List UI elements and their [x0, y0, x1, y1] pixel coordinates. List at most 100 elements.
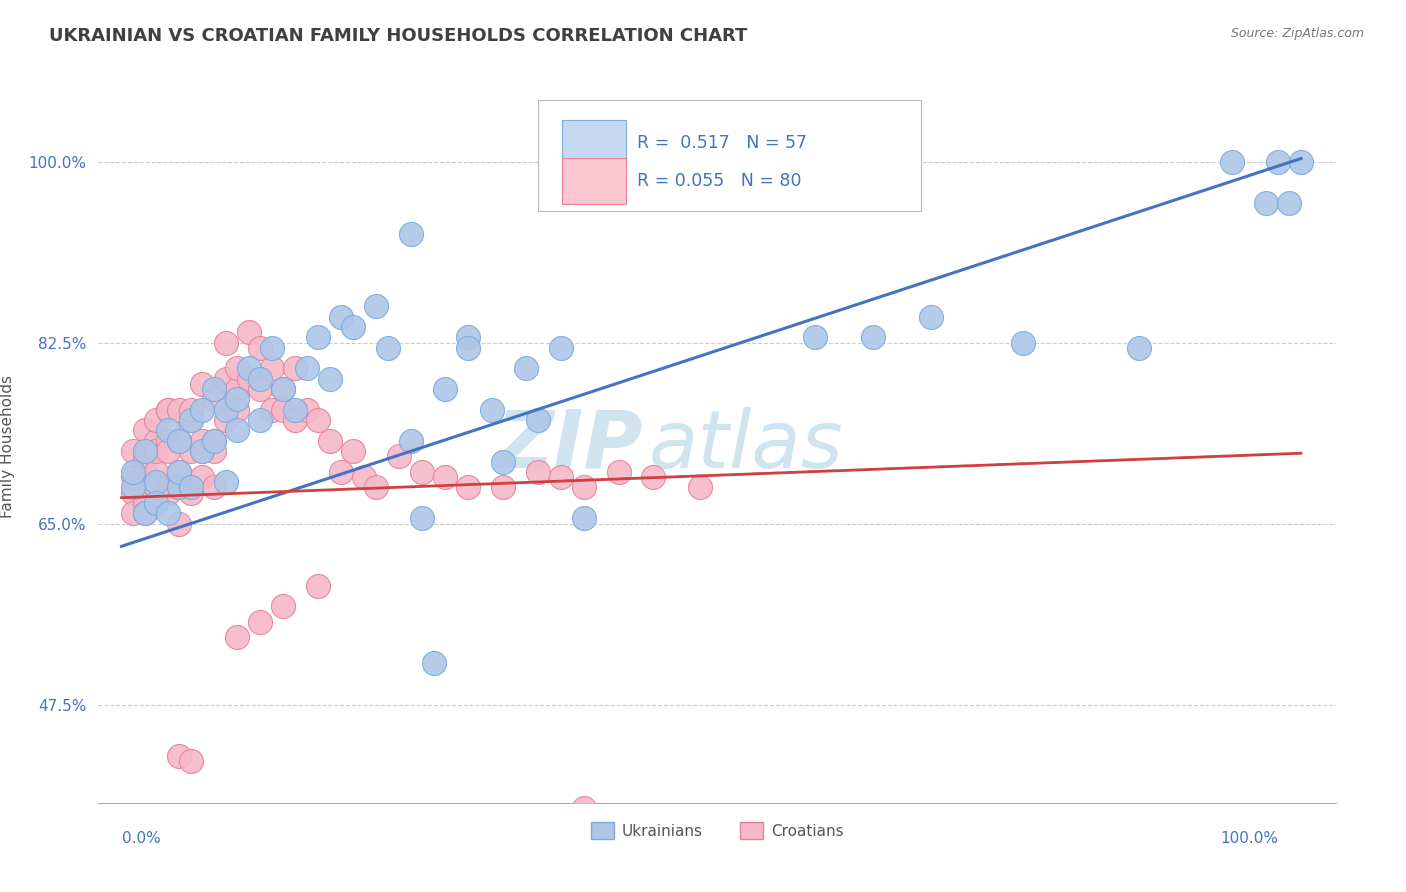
- Point: [214, 475, 236, 490]
- Point: [156, 444, 179, 458]
- Point: [202, 392, 225, 407]
- Point: [191, 444, 214, 458]
- Point: [804, 330, 827, 344]
- FancyBboxPatch shape: [562, 158, 626, 204]
- Point: [156, 424, 179, 438]
- Point: [249, 615, 271, 629]
- Point: [318, 372, 340, 386]
- Point: [169, 434, 191, 448]
- Point: [122, 485, 145, 500]
- Point: [238, 325, 260, 339]
- Point: [273, 599, 295, 614]
- Point: [1220, 154, 1243, 169]
- Point: [180, 480, 202, 494]
- Point: [226, 424, 249, 438]
- Point: [342, 320, 364, 334]
- Point: [572, 801, 595, 815]
- Point: [169, 516, 191, 531]
- Point: [156, 485, 179, 500]
- Point: [527, 465, 550, 479]
- Point: [307, 413, 329, 427]
- Point: [180, 413, 202, 427]
- Point: [607, 465, 630, 479]
- Text: Source: ZipAtlas.com: Source: ZipAtlas.com: [1230, 27, 1364, 40]
- Point: [145, 444, 167, 458]
- Point: [214, 413, 236, 427]
- Text: ZIP: ZIP: [495, 407, 643, 485]
- Point: [169, 402, 191, 417]
- Point: [134, 506, 156, 520]
- Point: [249, 413, 271, 427]
- Point: [457, 480, 479, 494]
- Point: [364, 299, 387, 313]
- Point: [330, 310, 353, 324]
- Point: [457, 330, 479, 344]
- Point: [249, 341, 271, 355]
- Point: [1012, 335, 1035, 350]
- FancyBboxPatch shape: [562, 120, 626, 166]
- Point: [481, 402, 503, 417]
- Text: UKRAINIAN VS CROATIAN FAMILY HOUSEHOLDS CORRELATION CHART: UKRAINIAN VS CROATIAN FAMILY HOUSEHOLDS …: [49, 27, 748, 45]
- Point: [920, 310, 942, 324]
- Point: [284, 361, 307, 376]
- Point: [145, 465, 167, 479]
- Point: [527, 413, 550, 427]
- Point: [202, 444, 225, 458]
- Point: [202, 382, 225, 396]
- Text: R =  0.517   N = 57: R = 0.517 N = 57: [637, 134, 807, 152]
- Point: [134, 465, 156, 479]
- Point: [330, 465, 353, 479]
- Point: [145, 496, 167, 510]
- Point: [1256, 196, 1278, 211]
- Point: [515, 361, 537, 376]
- Point: [249, 382, 271, 396]
- Point: [226, 382, 249, 396]
- Point: [156, 434, 179, 448]
- Point: [180, 485, 202, 500]
- Point: [134, 450, 156, 464]
- Point: [169, 749, 191, 764]
- Y-axis label: Family Households: Family Households: [0, 375, 14, 517]
- Point: [572, 511, 595, 525]
- Point: [134, 506, 156, 520]
- Point: [411, 465, 433, 479]
- Point: [180, 402, 202, 417]
- Point: [122, 444, 145, 458]
- Point: [1289, 154, 1312, 169]
- Point: [260, 341, 283, 355]
- Point: [180, 755, 202, 769]
- Point: [318, 434, 340, 448]
- Point: [122, 470, 145, 484]
- Point: [191, 376, 214, 391]
- Point: [295, 402, 318, 417]
- Text: 0.0%: 0.0%: [121, 831, 160, 847]
- Point: [238, 361, 260, 376]
- Point: [226, 392, 249, 407]
- Text: R = 0.055   N = 80: R = 0.055 N = 80: [637, 172, 801, 190]
- Point: [423, 656, 446, 670]
- Point: [1128, 341, 1150, 355]
- Point: [202, 480, 225, 494]
- Point: [434, 382, 457, 396]
- Point: [249, 372, 271, 386]
- Point: [492, 480, 515, 494]
- Point: [145, 434, 167, 448]
- Point: [1267, 154, 1289, 169]
- Point: [180, 413, 202, 427]
- Point: [862, 330, 884, 344]
- Point: [169, 434, 191, 448]
- Point: [238, 372, 260, 386]
- Point: [399, 434, 422, 448]
- Point: [1278, 196, 1301, 211]
- Point: [214, 335, 236, 350]
- Point: [202, 434, 225, 448]
- Point: [284, 413, 307, 427]
- Point: [643, 470, 665, 484]
- Point: [169, 480, 191, 494]
- Point: [226, 361, 249, 376]
- Point: [180, 480, 202, 494]
- Point: [145, 480, 167, 494]
- Point: [377, 341, 399, 355]
- Point: [457, 341, 479, 355]
- Point: [399, 227, 422, 241]
